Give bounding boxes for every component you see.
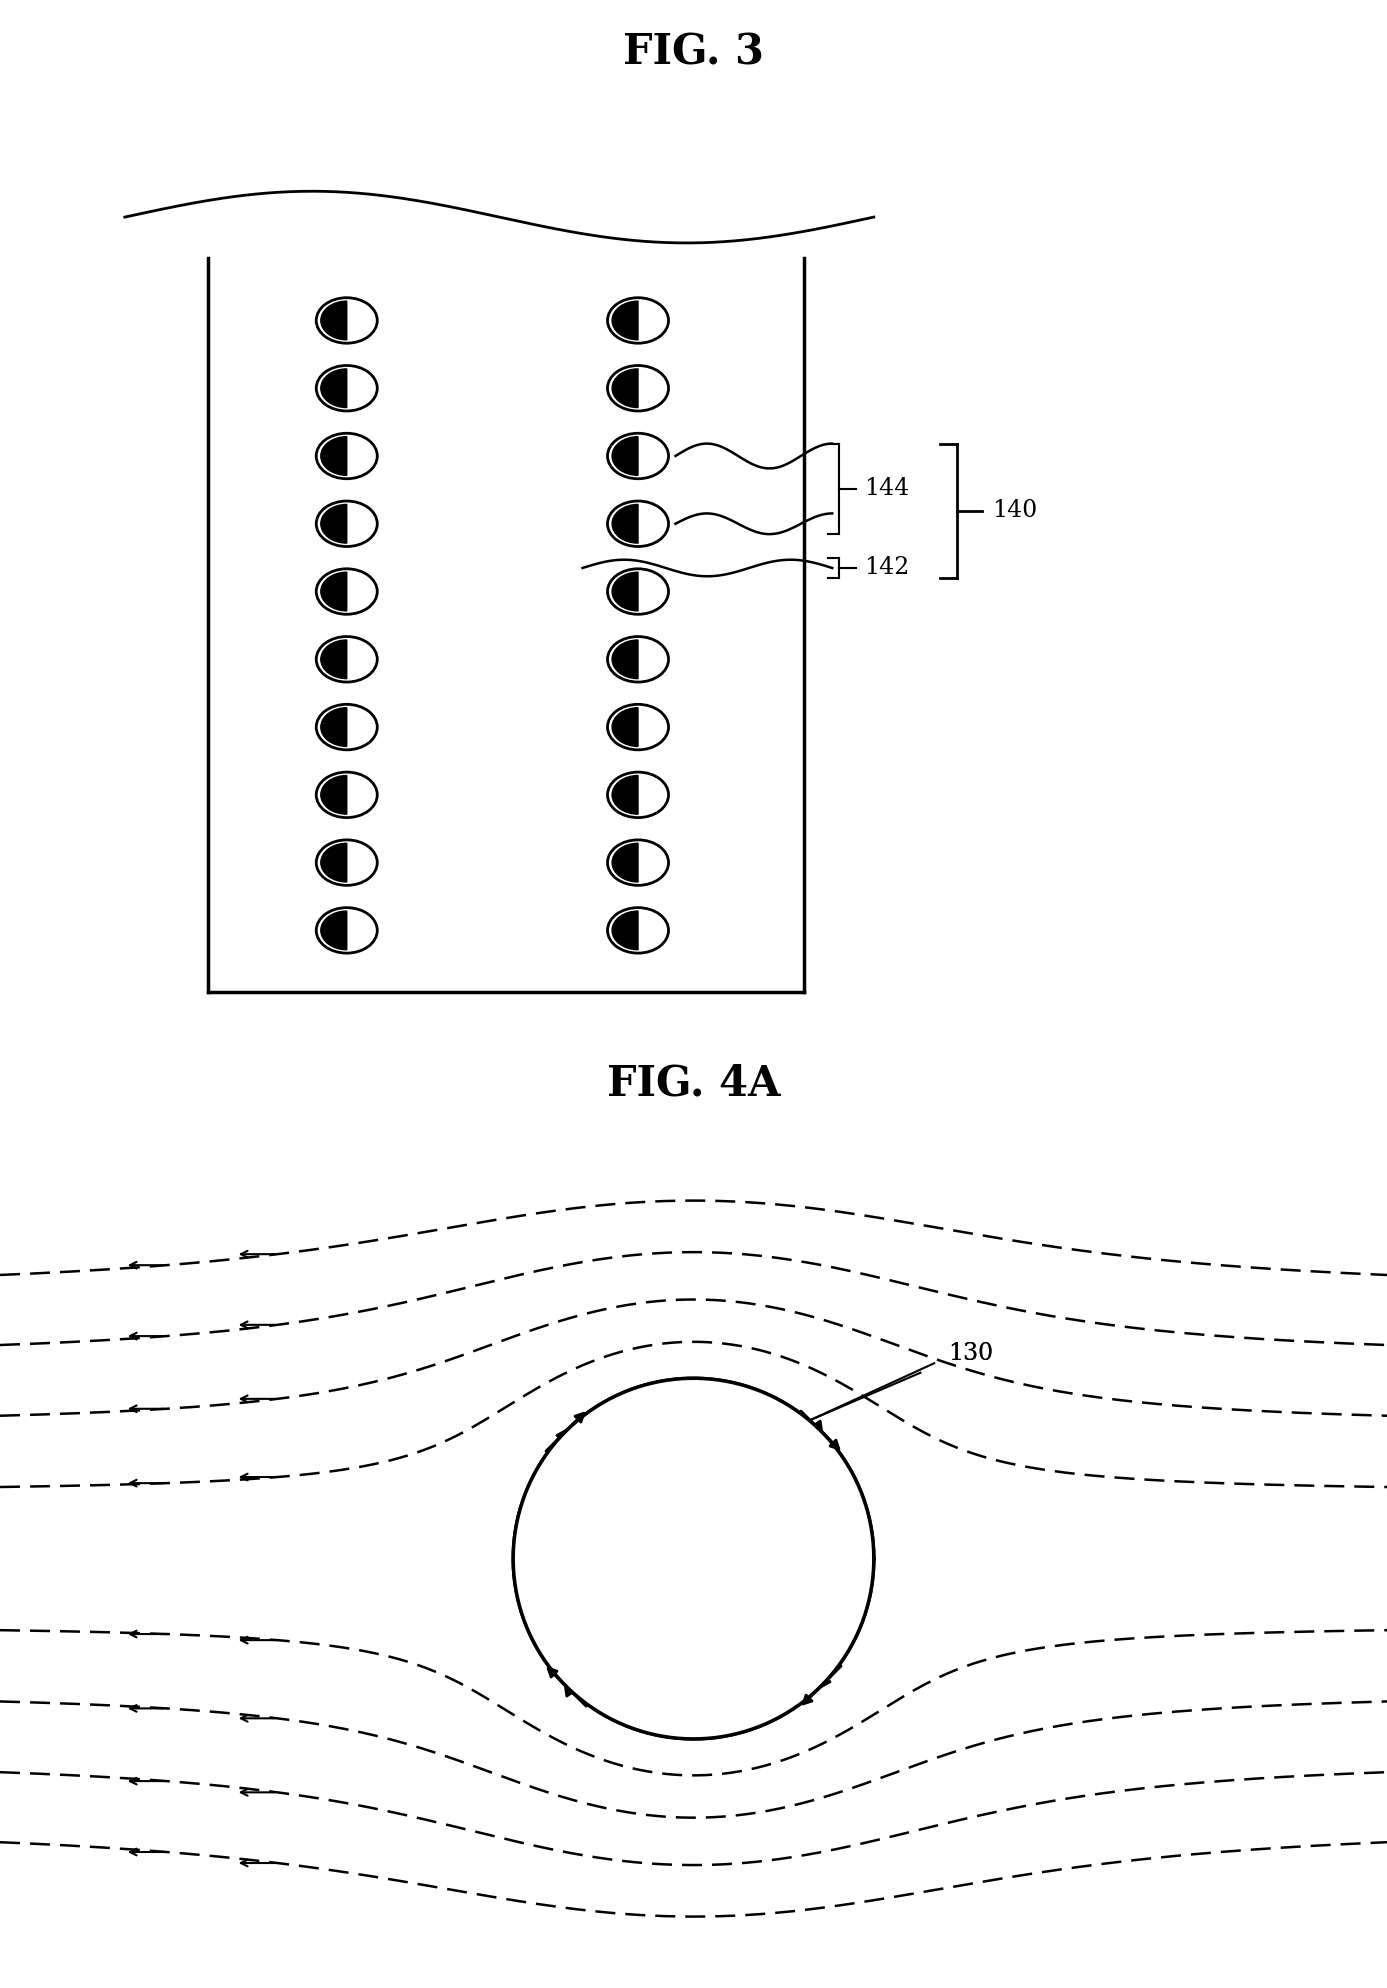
Wedge shape: [320, 505, 347, 543]
Wedge shape: [612, 708, 638, 746]
Text: 140: 140: [992, 499, 1037, 523]
Wedge shape: [320, 640, 347, 678]
Wedge shape: [320, 300, 347, 340]
Text: 130: 130: [949, 1342, 993, 1366]
Wedge shape: [612, 505, 638, 543]
Wedge shape: [612, 437, 638, 475]
Wedge shape: [320, 437, 347, 475]
Wedge shape: [612, 911, 638, 950]
Wedge shape: [320, 573, 347, 610]
Wedge shape: [612, 843, 638, 883]
Wedge shape: [320, 843, 347, 883]
Text: 130: 130: [949, 1342, 993, 1366]
Wedge shape: [320, 775, 347, 815]
Wedge shape: [320, 911, 347, 950]
Text: 144: 144: [864, 477, 910, 501]
Wedge shape: [612, 300, 638, 340]
Wedge shape: [612, 775, 638, 815]
Wedge shape: [612, 640, 638, 678]
Wedge shape: [320, 708, 347, 746]
Wedge shape: [612, 573, 638, 610]
Text: FIG. 3: FIG. 3: [623, 32, 764, 74]
Polygon shape: [513, 1378, 874, 1740]
Text: FIG. 4A: FIG. 4A: [608, 1062, 779, 1105]
Wedge shape: [320, 370, 347, 408]
Wedge shape: [612, 370, 638, 408]
Text: 142: 142: [864, 557, 910, 579]
